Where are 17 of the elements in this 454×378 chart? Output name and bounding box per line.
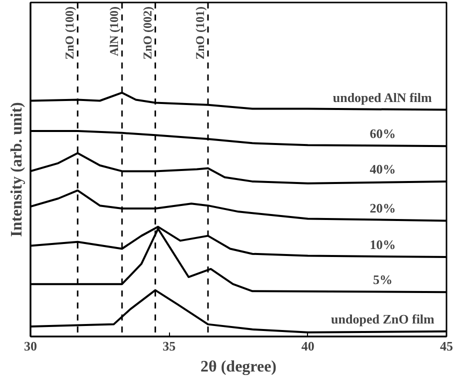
x-tick-label: 40 (301, 338, 314, 354)
x-axis-title: 2θ (degree) (200, 358, 277, 376)
series-label: undoped ZnO film (331, 311, 435, 326)
series-label: undoped AlN film (332, 90, 432, 105)
x-tick-label: 45 (440, 338, 454, 354)
ref-line-label: ZnO (002) (140, 6, 154, 60)
x-tick-label: 35 (162, 338, 176, 354)
ref-line-label: ZnO (100) (62, 6, 77, 60)
series-label: 60% (370, 126, 396, 142)
ref-line-label: AlN (100) (107, 6, 122, 56)
x-tick-label: 30 (24, 338, 37, 354)
series-label: 10% (370, 237, 396, 252)
series-label: 40% (370, 161, 396, 176)
series-label: 5% (372, 272, 392, 288)
y-axis-title: Intensity (arb. unit) (8, 102, 26, 237)
ref-line-label: ZnO (101) (192, 6, 207, 60)
series-label: 20% (370, 200, 396, 216)
